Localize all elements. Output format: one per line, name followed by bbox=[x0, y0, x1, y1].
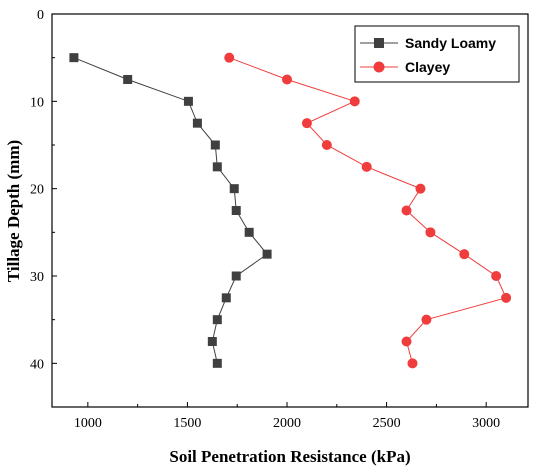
point-sandy-loamy-14 bbox=[212, 358, 222, 368]
series-line-clayey bbox=[229, 57, 507, 364]
series-layer bbox=[69, 52, 512, 369]
x-tick-label: 3000 bbox=[472, 416, 500, 431]
point-sandy-loamy-1 bbox=[123, 75, 133, 84]
point-clayey-4 bbox=[321, 140, 332, 150]
point-clayey-2 bbox=[349, 96, 360, 107]
y-axis-ticks: 0 10 20 30 40 bbox=[30, 8, 57, 372]
point-clayey-11 bbox=[501, 292, 512, 303]
y-tick-label: 30 bbox=[30, 270, 44, 285]
point-sandy-loamy-7 bbox=[231, 206, 241, 215]
x-axis-title: Soil Penetration Resistance (kPa) bbox=[169, 447, 410, 466]
point-sandy-loamy-4 bbox=[210, 140, 220, 150]
point-clayey-14 bbox=[407, 358, 418, 369]
legend-label-sandy-loamy: Sandy Loamy bbox=[405, 35, 496, 51]
y-tick-label: 20 bbox=[30, 183, 44, 198]
plot-frame bbox=[51, 13, 529, 408]
y-tick-label: 10 bbox=[30, 95, 44, 110]
point-sandy-loamy-10 bbox=[231, 271, 241, 281]
point-clayey-6 bbox=[415, 183, 426, 194]
y-axis-title: Tillage Depth (mm) bbox=[4, 140, 23, 282]
point-clayey-5 bbox=[361, 161, 372, 172]
point-clayey-12 bbox=[421, 314, 432, 325]
point-sandy-loamy-11 bbox=[221, 293, 231, 303]
legend-box bbox=[354, 25, 520, 83]
point-sandy-loamy-2 bbox=[183, 96, 193, 106]
point-clayey-0 bbox=[224, 52, 235, 63]
point-sandy-loamy-3 bbox=[192, 118, 202, 128]
point-clayey-1 bbox=[282, 74, 293, 85]
point-clayey-10 bbox=[491, 271, 502, 281]
x-tick-label: 2000 bbox=[273, 416, 301, 431]
point-clayey-13 bbox=[401, 336, 412, 347]
legend-marker-sandy-loamy bbox=[374, 38, 384, 48]
x-axis-ticks: 1000 1500 2000 2500 3000 bbox=[74, 402, 500, 431]
y-tick-label: 0 bbox=[37, 8, 44, 23]
point-sandy-loamy-12 bbox=[212, 315, 222, 325]
x-tick-label: 2500 bbox=[373, 416, 401, 431]
legend-marker-clayey bbox=[373, 61, 385, 73]
point-sandy-loamy-5 bbox=[212, 162, 222, 172]
point-clayey-3 bbox=[301, 118, 312, 129]
point-sandy-loamy-9 bbox=[262, 249, 272, 259]
point-sandy-loamy-8 bbox=[244, 227, 254, 237]
point-sandy-loamy-0 bbox=[69, 53, 79, 63]
point-clayey-9 bbox=[459, 249, 470, 260]
point-sandy-loamy-13 bbox=[207, 337, 217, 346]
x-tick-label: 1000 bbox=[74, 416, 102, 431]
legend: Sandy Loamy Clayey bbox=[354, 25, 520, 83]
point-clayey-8 bbox=[425, 227, 436, 238]
y-tick-label: 40 bbox=[30, 357, 44, 372]
legend-label-clayey: Clayey bbox=[405, 59, 450, 75]
point-clayey-7 bbox=[401, 205, 412, 216]
point-sandy-loamy-6 bbox=[229, 184, 239, 194]
x-tick-label: 1500 bbox=[173, 416, 201, 431]
